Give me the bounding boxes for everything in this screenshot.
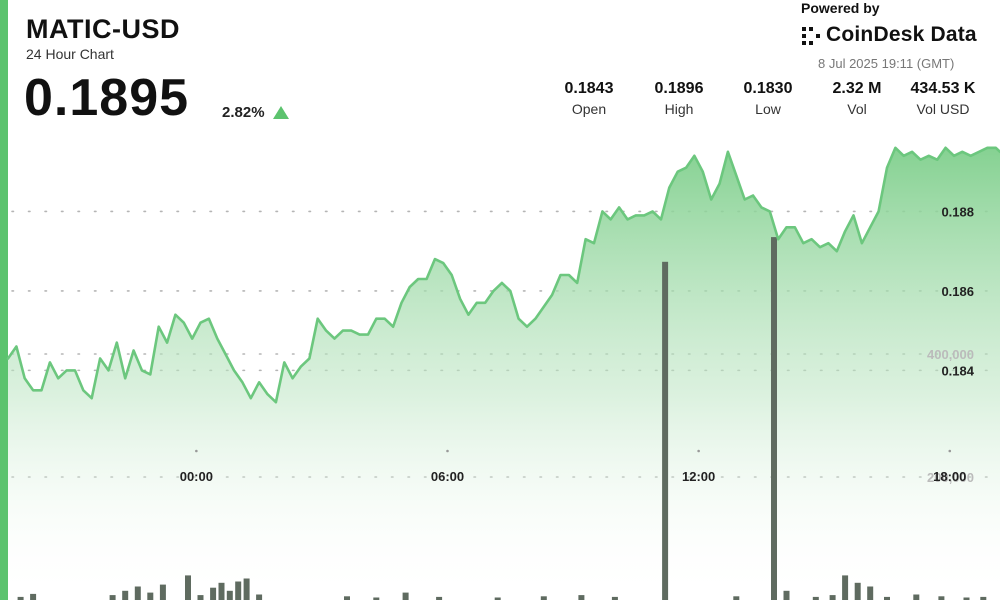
- volume-bar: [218, 582, 225, 600]
- stat-vol-label: Vol: [847, 101, 867, 117]
- volume-bar: [134, 586, 141, 600]
- volume-tick-label: 200,000: [927, 470, 974, 485]
- volume-bar: [17, 596, 24, 600]
- volume-bar: [235, 581, 242, 600]
- x-tick-label: 12:00: [682, 469, 715, 484]
- up-arrow-icon: [273, 106, 289, 119]
- stat-vol: 2.32 M Vol: [812, 80, 902, 117]
- volume-bar: [109, 595, 116, 600]
- brand-name: CoinDesk Data: [826, 23, 977, 46]
- price-tick-label: 0.186: [941, 284, 974, 299]
- volume-bar: [540, 596, 547, 600]
- volume-bar: [578, 595, 585, 600]
- stat-high-value: 0.1896: [654, 80, 704, 97]
- volume-bar: [147, 592, 154, 600]
- stat-vol-usd-label: Vol USD: [916, 101, 970, 117]
- stat-low-value: 0.1830: [743, 80, 793, 97]
- x-tick-mark: [195, 449, 198, 453]
- stat-open: 0.1843 Open: [544, 80, 634, 117]
- price-line: [6, 146, 1000, 404]
- volume-bar: [980, 596, 987, 600]
- price-tick-label: 0.184: [941, 363, 974, 378]
- volume-bar: [402, 592, 409, 600]
- volume-bar: [884, 596, 890, 600]
- volume-bar: [122, 590, 129, 600]
- volume-bar: [373, 597, 380, 600]
- volume-bar: [783, 590, 790, 600]
- chart-subtitle: 24 Hour Chart: [26, 46, 114, 62]
- price-tick-label: 0.188: [941, 204, 974, 219]
- volume-bar: [494, 597, 501, 600]
- volume-bar: [854, 582, 861, 600]
- volume-bar: [812, 596, 819, 600]
- pair-title: MATIC-USD: [26, 14, 180, 44]
- volume-bar: [842, 575, 849, 600]
- stat-open-label: Open: [571, 101, 607, 117]
- stat-high-label: High: [664, 101, 694, 117]
- powered-by-label: Powered by: [801, 0, 880, 16]
- price-area: [8, 147, 1000, 600]
- current-price: 0.1895: [24, 69, 190, 127]
- volume-bar: [938, 596, 945, 600]
- volume-bar: [256, 594, 263, 600]
- stat-vol-usd: 434.53 K Vol USD: [898, 80, 988, 117]
- price-change: 2.82%: [222, 104, 265, 121]
- volume-bar: [226, 590, 233, 600]
- x-tick-label: 06:00: [431, 469, 464, 484]
- volume-bar: [611, 596, 618, 600]
- volume-bar: [771, 237, 777, 600]
- stat-vol-usd-value: 434.53 K: [910, 80, 976, 97]
- x-tick-label: 18:00: [933, 469, 966, 484]
- accent-bar: [0, 0, 8, 600]
- volume-bar: [662, 261, 669, 600]
- volume-bar: [733, 596, 740, 600]
- stat-low-label: Low: [755, 101, 781, 117]
- volume-bar: [963, 597, 970, 600]
- volume-bar: [30, 593, 37, 600]
- volume-bar: [829, 595, 836, 600]
- timestamp: 8 Jul 2025 19:11 (GMT): [818, 56, 955, 71]
- stat-vol-value: 2.32 M: [832, 80, 882, 97]
- x-tick-mark: [697, 449, 700, 453]
- volume-bar: [243, 578, 250, 600]
- coindesk-logo-icon: [802, 27, 820, 45]
- volume-bar: [436, 596, 443, 600]
- x-tick-mark: [948, 449, 952, 453]
- x-tick-mark: [446, 449, 449, 453]
- x-tick-label: 00:00: [180, 469, 213, 484]
- stat-open-value: 0.1843: [564, 80, 614, 97]
- stat-high: 0.1896 High: [634, 80, 724, 117]
- volume-bar: [210, 587, 217, 600]
- volume-bar: [159, 584, 166, 600]
- volume-bar: [344, 596, 350, 600]
- volume-bar: [185, 575, 191, 600]
- volume-bar: [867, 586, 874, 600]
- volume-bar: [913, 594, 920, 600]
- stat-low: 0.1830 Low: [723, 80, 813, 117]
- volume-tick-label: 400,000: [927, 347, 974, 362]
- volume-bar: [197, 595, 204, 600]
